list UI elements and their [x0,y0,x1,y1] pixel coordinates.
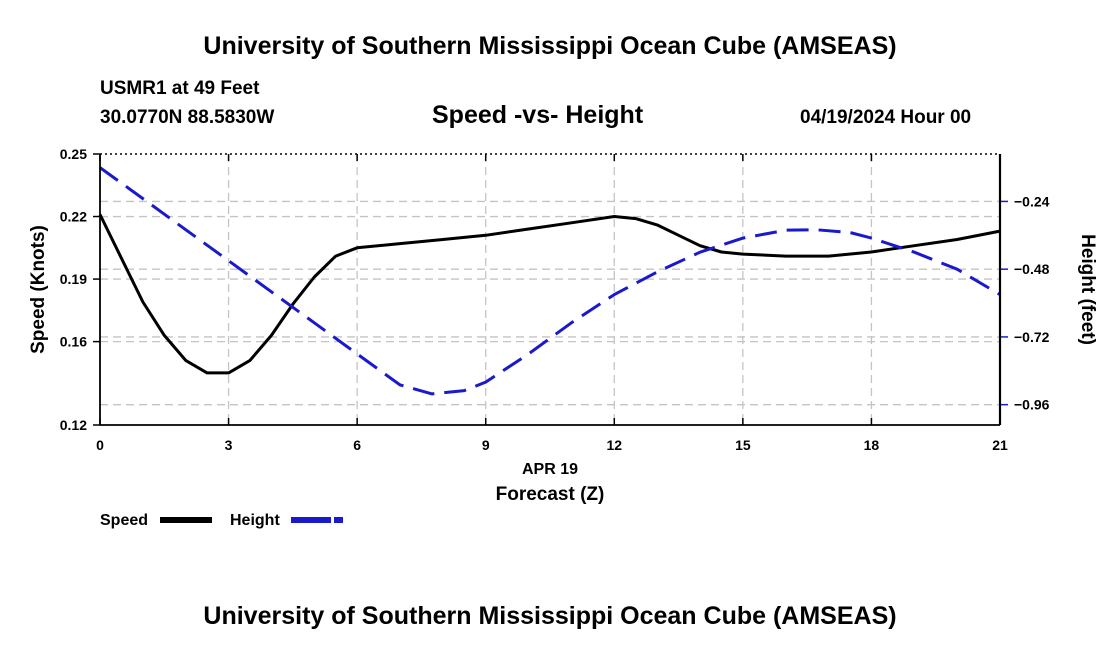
legend-label-height: Height [230,512,280,529]
x-axis-title: Forecast (Z) [496,484,605,505]
y-right-tick-label: −0.96 [1014,397,1050,413]
x-tick-label: 18 [864,437,880,453]
x-tick-label: 12 [606,437,622,453]
legend-label-speed: Speed [100,512,148,529]
forecast-datetime: 04/19/2024 Hour 00 [800,107,972,128]
y-left-tick-label: 0.19 [60,271,87,287]
x-tick-label: 9 [482,437,490,453]
y-left-axis-title: Speed (Knots) [28,225,49,354]
y-right-tick-label: −0.72 [1014,329,1050,345]
speed-height-chart: 0 3 6 9 12 15 18 21 0.12 0.16 0.19 0.22 0.25 −0.96 −0.… [28,146,1098,529]
x-axis-date-label: APR 19 [522,461,578,478]
y-left-tick-label: 0.22 [60,209,87,225]
x-tick-label: 21 [992,437,1008,453]
x-tick-label: 3 [225,437,233,453]
axis-labels: 0 3 6 9 12 15 18 21 0.12 0.16 0.19 0.22 0.25 −0.96 −0.… [28,146,1098,505]
footer-title: University of Southern Mississippi Ocean… [203,602,897,630]
series-line-height [99,166,1001,396]
y-right-axis-title: Height (feet) [1077,234,1098,345]
station-label: USMR1 at 49 Feet [100,78,260,99]
series-line-speed [98,213,1001,375]
y-left-tick-label: 0.12 [60,417,87,433]
y-left-tick-label: 0.16 [60,334,87,350]
x-tick-label: 6 [353,437,361,453]
axes [93,153,1008,426]
y-left-tick-label: 0.25 [60,146,87,162]
chart-title: University of Southern Mississippi Ocean… [203,32,897,60]
series-lines [98,166,1001,396]
y-right-tick-label: −0.24 [1014,193,1050,209]
x-tick-label: 0 [96,437,104,453]
x-tick-label: 15 [735,437,751,453]
grid [100,154,1000,425]
chart-subtitle: Speed -vs- Height [432,101,644,129]
y-right-tick-label: −0.48 [1014,261,1050,277]
legend: Speed Height [100,512,343,529]
coordinates-label: 30.0770N 88.5830W [100,107,275,128]
